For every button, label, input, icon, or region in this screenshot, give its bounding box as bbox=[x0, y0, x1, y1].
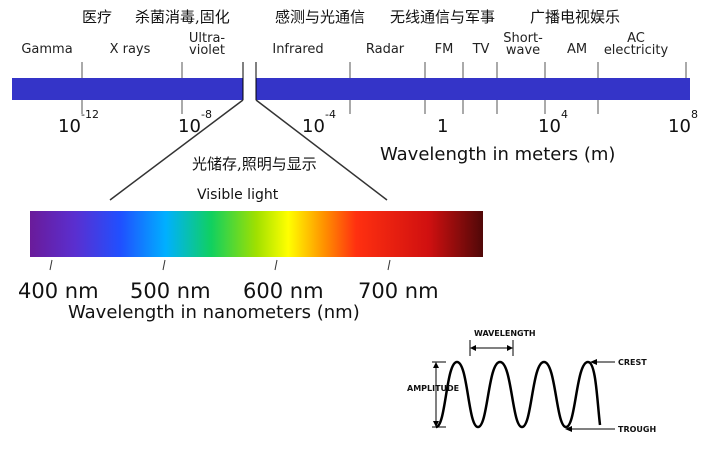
axis-label: Wavelength in meters (m) bbox=[380, 144, 615, 165]
scale-base: 10 bbox=[178, 116, 201, 137]
scale-exponent: 4 bbox=[561, 108, 568, 121]
band-labels: Gamma X rays Ultra-violet Infrared Radar FM TV… bbox=[21, 31, 668, 58]
band-label: Ultra- bbox=[189, 31, 226, 46]
trough-label: TROUGH bbox=[618, 425, 656, 434]
scale-base: 10 bbox=[302, 116, 325, 137]
band-label: X rays bbox=[110, 42, 151, 57]
band-label: electricity bbox=[604, 43, 669, 58]
zoom-line bbox=[109, 99, 244, 201]
band-label: wave bbox=[506, 43, 540, 58]
nm-axis-label: Wavelength in nanometers (nm) bbox=[68, 302, 360, 323]
band-label: AM bbox=[567, 42, 587, 57]
band-label: Short- bbox=[503, 31, 543, 46]
spectrum-bar bbox=[12, 78, 243, 100]
band-label: violet bbox=[189, 43, 225, 58]
top-label: 感测与光通信 bbox=[275, 8, 365, 26]
scale-exponent: 8 bbox=[691, 108, 698, 121]
band-label: AC bbox=[627, 31, 645, 46]
band-label: Infrared bbox=[272, 42, 323, 57]
band-label: TV bbox=[472, 42, 490, 57]
scale-base: 1 bbox=[437, 116, 448, 137]
scale-base: 10 bbox=[538, 116, 561, 137]
scale-base: 10 bbox=[668, 116, 691, 137]
nm-label: 600 nm bbox=[243, 279, 324, 303]
crest-label: CREST bbox=[618, 358, 647, 367]
scale-exponent: -4 bbox=[325, 108, 336, 121]
zoom-line bbox=[255, 99, 388, 201]
wave bbox=[435, 360, 602, 429]
wave-diagram: WAVELENGTH AMPLITUDE CREST TROUGH bbox=[407, 329, 656, 434]
band-dividers bbox=[81, 62, 687, 114]
scale-exponent: -12 bbox=[81, 108, 99, 121]
band-label: FM bbox=[435, 42, 454, 57]
amplitude-label: AMPLITUDE bbox=[407, 384, 459, 393]
nm-label: 400 nm bbox=[18, 279, 99, 303]
top-label: 无线通信与军事 bbox=[390, 8, 495, 26]
nm-ticks bbox=[49, 259, 391, 271]
visible-spectrum bbox=[30, 211, 483, 257]
top-label: 医疗 bbox=[82, 8, 112, 26]
top-label: 杀菌消毒,固化 bbox=[135, 8, 230, 26]
scale-exponent: -8 bbox=[201, 108, 212, 121]
wavelength-label: WAVELENGTH bbox=[474, 329, 536, 338]
band-label: Radar bbox=[366, 42, 405, 57]
band-label: Gamma bbox=[21, 42, 72, 57]
nm-label: 700 nm bbox=[358, 279, 439, 303]
spectrum-bar bbox=[256, 78, 690, 100]
nm-label: 500 nm bbox=[130, 279, 211, 303]
scale-base: 10 bbox=[58, 116, 81, 137]
top-label: 广播电视娱乐 bbox=[530, 8, 620, 26]
visible-use: 光储存,照明与显示 bbox=[192, 155, 317, 173]
visible-title: Visible light bbox=[197, 187, 279, 203]
nm-labels: 400 nm 500 nm 600 nm 700 nm bbox=[18, 279, 439, 303]
top-labels: 医疗 杀菌消毒,固化 感测与光通信 无线通信与军事 广播电视娱乐 bbox=[82, 8, 620, 26]
